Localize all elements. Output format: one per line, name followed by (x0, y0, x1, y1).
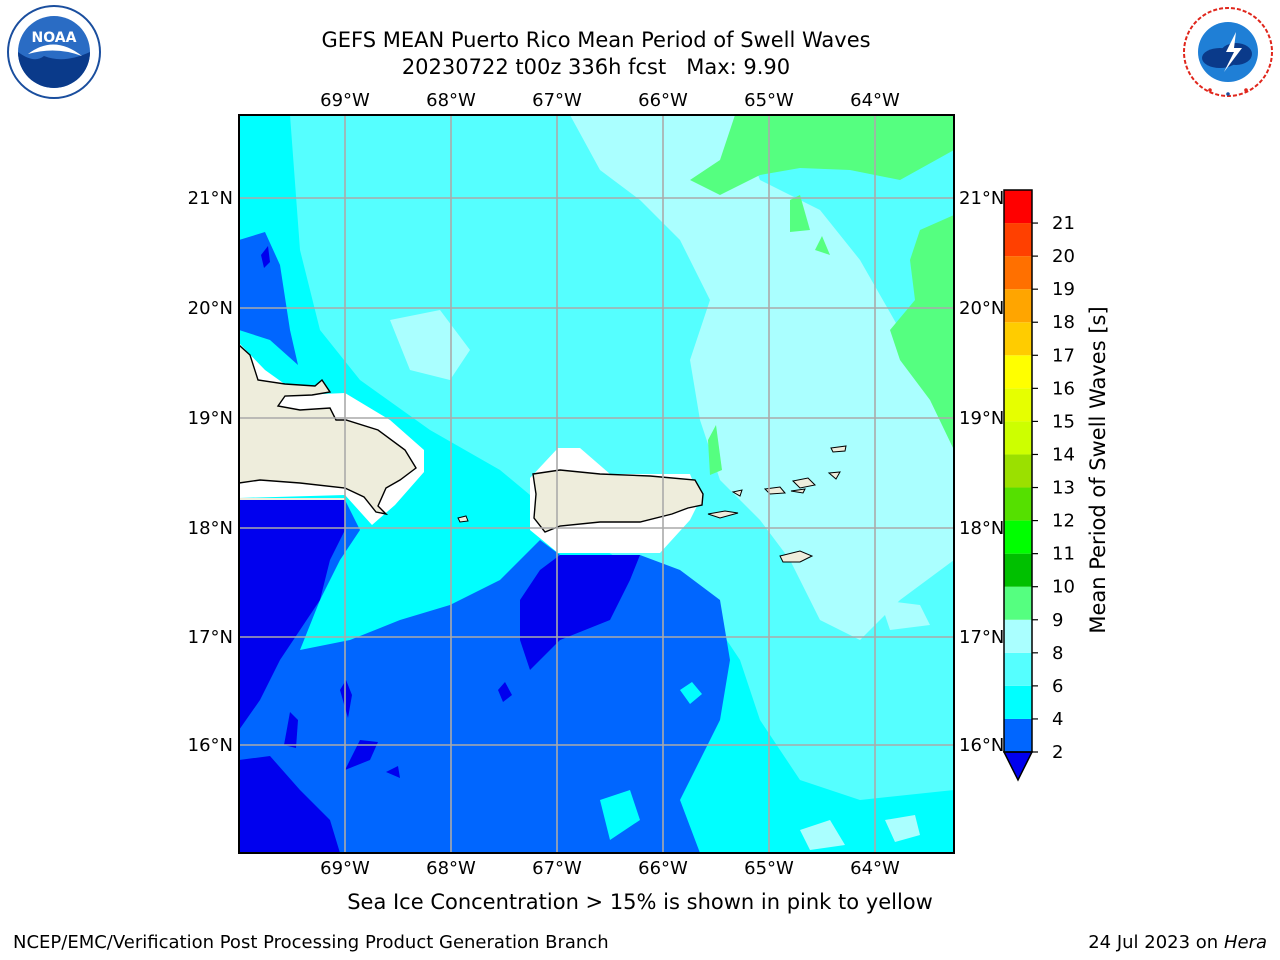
colorbar-tick-label: 17 (1052, 345, 1075, 366)
lon-label-top: 68°W (426, 90, 476, 111)
footer-date-text: 24 Jul 2023 on (1088, 932, 1224, 953)
lat-label-right: 19°N (959, 408, 1004, 429)
colorbar-tick-label: 14 (1052, 444, 1075, 465)
colorbar-extend-arrow (1002, 751, 1034, 782)
colorbar-segment (1004, 256, 1032, 290)
colorbar-tick-label: 11 (1052, 544, 1075, 565)
lat-label-right: 21°N (959, 188, 1004, 209)
colorbar-segment (1004, 685, 1032, 719)
colorbar-tick-label: 9 (1052, 610, 1063, 631)
colorbar-segment (1004, 355, 1032, 389)
colorbar-tick-label: 20 (1052, 246, 1075, 267)
chart-title-line1: GEFS MEAN Puerto Rico Mean Period of Swe… (321, 28, 871, 52)
lat-label-right: 18°N (959, 518, 1004, 539)
noaa-logo: NOAA (7, 5, 101, 99)
sea-ice-caption: Sea Ice Concentration > 15% is shown in … (347, 890, 933, 914)
colorbar-segment (1004, 223, 1032, 257)
colorbar-tick-label: 19 (1052, 279, 1075, 300)
colorbar-tick-label: 21 (1052, 213, 1075, 234)
lon-label-top: 66°W (638, 90, 688, 111)
lat-label-right: 20°N (959, 298, 1004, 319)
colorbar-segment (1004, 421, 1032, 455)
colorbar-segment (1004, 652, 1032, 686)
colorbar-segment (1004, 586, 1032, 620)
colorbar-segment (1004, 520, 1032, 554)
colorbar-segment (1004, 289, 1032, 323)
colorbar-tick-label: 15 (1052, 411, 1075, 432)
chart-title-line2: 20230722 t00z 336h fcst Max: 9.90 (401, 55, 791, 79)
colorbar-segment (1004, 718, 1032, 752)
lat-label-left: 17°N (188, 627, 233, 648)
lon-label-bottom: 64°W (850, 858, 900, 879)
map-graticule (239, 115, 954, 853)
lat-label-left: 19°N (188, 408, 233, 429)
colorbar-frame (1003, 189, 1033, 753)
colorbar-tick-label: 13 (1052, 478, 1075, 499)
footer-branch: NCEP/EMC/Verification Post Processing Pr… (13, 932, 609, 953)
lon-label-top: 65°W (744, 90, 794, 111)
colorbar-segment (1004, 388, 1032, 422)
lat-label-left: 18°N (188, 518, 233, 539)
colorbar-label: Mean Period of Swell Waves [s] (1086, 306, 1110, 633)
lon-label-bottom: 65°W (744, 858, 794, 879)
footer-date: 24 Jul 2023 on Hera (1088, 932, 1267, 953)
lon-label-top: 64°W (850, 90, 900, 111)
colorbar-tick-label: 12 (1052, 511, 1075, 532)
lat-label-left: 16°N (188, 735, 233, 756)
colorbar-tick-label: 10 (1052, 577, 1075, 598)
lat-label-right: 17°N (959, 627, 1004, 648)
colorbar-segment (1004, 553, 1032, 587)
lon-label-bottom: 66°W (638, 858, 688, 879)
colorbar: 2 4 6 8 9 10 11 12 13 14 15 16 17 18 19 20 21 (1002, 189, 1075, 782)
colorbar-segment (1004, 322, 1032, 356)
colorbar-segment (1004, 190, 1032, 224)
colorbar-segment (1004, 619, 1032, 653)
footer-host: Hera (1223, 932, 1267, 953)
colorbar-tick-label: 2 (1052, 742, 1063, 763)
lon-label-top: 69°W (320, 90, 370, 111)
colorbar-segment (1004, 454, 1032, 488)
lon-label-top: 67°W (532, 90, 582, 111)
nws-logo (1182, 6, 1274, 98)
colorbar-tick-label: 6 (1052, 676, 1063, 697)
colorbar-tick-label: 18 (1052, 312, 1075, 333)
swell-period-field (239, 115, 954, 853)
lat-label-left: 21°N (188, 188, 233, 209)
colorbar-tick-label: 4 (1052, 709, 1063, 730)
lon-label-bottom: 67°W (532, 858, 582, 879)
lat-label-right: 16°N (959, 735, 1004, 756)
colorbar-tick-label: 8 (1052, 643, 1063, 664)
lon-label-bottom: 68°W (426, 858, 476, 879)
map-frame (238, 114, 955, 854)
lat-label-left: 20°N (188, 298, 233, 319)
lon-label-bottom: 69°W (320, 858, 370, 879)
colorbar-segment (1004, 487, 1032, 521)
noaa-logo-text: NOAA (32, 30, 77, 46)
colorbar-tick-label: 16 (1052, 378, 1075, 399)
